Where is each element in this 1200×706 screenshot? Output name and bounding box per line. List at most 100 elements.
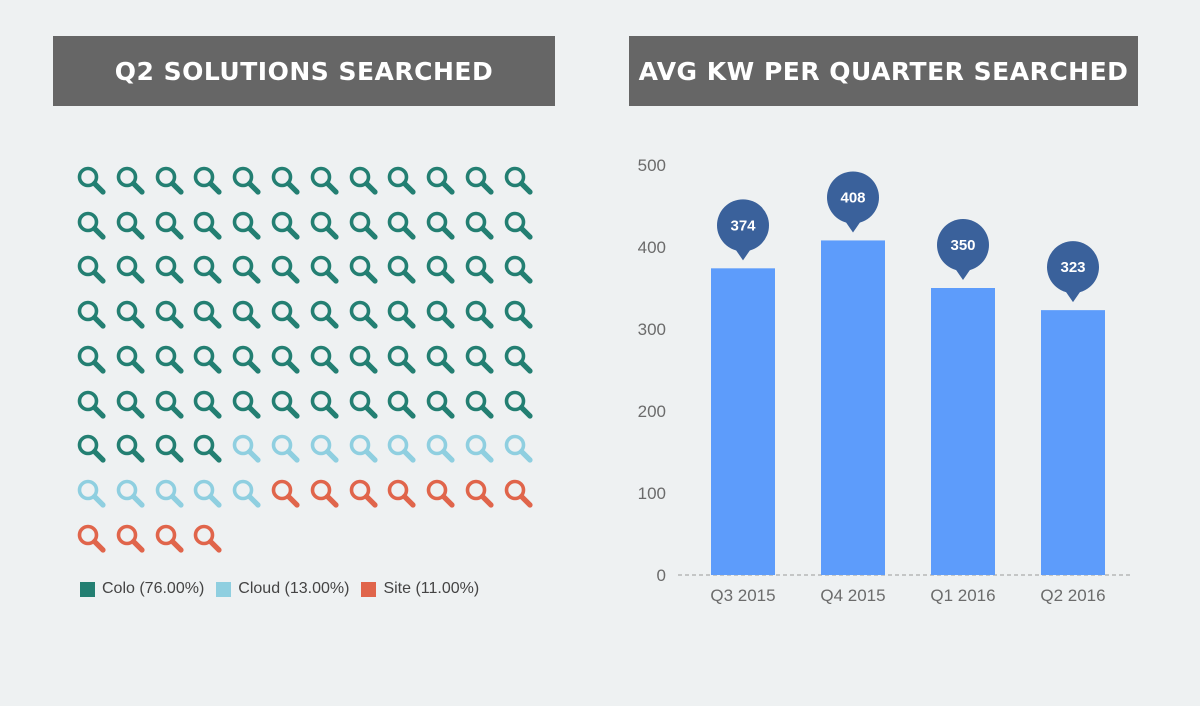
legend-item-colo: Colo (76.00%) — [80, 580, 204, 598]
magnifier-icon — [115, 254, 147, 286]
y-tick-label: 200 — [638, 402, 666, 421]
magnifier-icon — [425, 433, 457, 465]
magnifier-icon — [115, 165, 147, 197]
magnifier-icon — [348, 478, 380, 510]
magnifier-icon — [192, 254, 224, 286]
bar — [711, 268, 775, 575]
magnifier-icon — [386, 344, 418, 376]
magnifier-icon — [270, 478, 302, 510]
magnifier-icon — [425, 299, 457, 331]
magnifier-icon — [503, 389, 535, 421]
x-tick-label: Q3 2015 — [710, 586, 775, 605]
magnifier-icon — [309, 478, 341, 510]
magnifier-icon — [464, 299, 496, 331]
bar — [1041, 310, 1105, 575]
magnifier-icon — [425, 254, 457, 286]
bar-chart-title: AVG KW PER QUARTER SEARCHED — [629, 36, 1138, 106]
magnifier-icon — [115, 210, 147, 242]
magnifier-icon — [192, 299, 224, 331]
magnifier-icon — [192, 389, 224, 421]
magnifier-icon — [231, 389, 263, 421]
magnifier-icon — [154, 344, 186, 376]
bar — [931, 288, 995, 575]
magnifier-icon — [270, 389, 302, 421]
data-label-bubble: 374 — [717, 199, 769, 261]
magnifier-icon — [115, 478, 147, 510]
magnifier-icon — [115, 433, 147, 465]
magnifier-icon — [503, 478, 535, 510]
magnifier-icon — [231, 299, 263, 331]
magnifier-icon — [309, 299, 341, 331]
y-tick-label: 400 — [638, 238, 666, 257]
magnifier-icon — [76, 433, 108, 465]
magnifier-icon — [231, 344, 263, 376]
legend-label-colo: Colo (76.00%) — [102, 580, 205, 597]
magnifier-icon — [386, 210, 418, 242]
magnifier-icon — [231, 165, 263, 197]
magnifier-icon — [348, 165, 380, 197]
magnifier-icon — [76, 478, 108, 510]
magnifier-icon — [386, 389, 418, 421]
magnifier-icon — [386, 254, 418, 286]
data-label: 350 — [950, 237, 975, 254]
waffle-chart-title: Q2 SOLUTIONS SEARCHED — [53, 36, 555, 106]
x-tick-label: Q2 2016 — [1040, 586, 1105, 605]
data-label-bubble: 323 — [1047, 241, 1099, 303]
magnifier-icon — [386, 478, 418, 510]
magnifier-icon — [348, 254, 380, 286]
magnifier-icon — [425, 344, 457, 376]
magnifier-icon — [270, 165, 302, 197]
legend-swatch-colo — [80, 581, 95, 597]
magnifier-icon — [348, 389, 380, 421]
magnifier-icon — [270, 254, 302, 286]
magnifier-icon — [464, 344, 496, 376]
magnifier-icon — [154, 478, 186, 510]
magnifier-icon — [192, 210, 224, 242]
magnifier-icon — [115, 299, 147, 331]
magnifier-icon — [76, 165, 108, 197]
data-label: 408 — [840, 189, 865, 206]
magnifier-icon — [76, 389, 108, 421]
magnifier-icon — [386, 433, 418, 465]
magnifier-icon — [115, 344, 147, 376]
magnifier-icon — [425, 389, 457, 421]
magnifier-icon — [76, 344, 108, 376]
magnifier-icon — [192, 478, 224, 510]
magnifier-icon — [503, 433, 535, 465]
bubble-circle — [827, 171, 879, 224]
legend-label-site: Site (11.00%) — [383, 580, 480, 597]
magnifier-icon — [425, 165, 457, 197]
magnifier-icon — [425, 478, 457, 510]
magnifier-icon — [270, 210, 302, 242]
magnifier-icon — [115, 523, 147, 555]
magnifier-icon — [309, 165, 341, 197]
magnifier-icon — [154, 433, 186, 465]
legend-item-site: Site (11.00%) — [361, 580, 479, 598]
y-tick-label: 100 — [638, 484, 666, 503]
magnifier-icon — [76, 210, 108, 242]
magnifier-icon — [348, 299, 380, 331]
magnifier-icon — [386, 299, 418, 331]
magnifier-icon — [464, 478, 496, 510]
magnifier-icon — [309, 210, 341, 242]
legend-swatch-cloud — [216, 581, 232, 597]
magnifier-icon — [309, 344, 341, 376]
magnifier-icon — [192, 344, 224, 376]
legend-item-cloud: Cloud (13.00%) — [216, 580, 349, 598]
magnifier-icon — [309, 254, 341, 286]
magnifier-icon — [464, 165, 496, 197]
magnifier-icon — [464, 210, 496, 242]
bar — [821, 240, 885, 575]
magnifier-icon — [503, 210, 535, 242]
x-tick-label: Q4 2015 — [820, 586, 885, 605]
magnifier-icon — [270, 433, 302, 465]
legend-swatch-site — [361, 581, 377, 597]
magnifier-icon — [231, 478, 263, 510]
waffle-legend: Colo (76.00%) Cloud (13.00%) Site (11.00… — [80, 580, 479, 598]
magnifier-icon — [231, 433, 263, 465]
bubble-circle — [1047, 241, 1099, 294]
bar-chart: 0 100 200 300 400 500 Q3 2015 374 Q4 2015 408 Q1 2… — [638, 156, 1133, 605]
magnifier-icon — [154, 523, 186, 555]
y-tick-label: 300 — [638, 320, 666, 339]
magnifier-icon — [115, 389, 147, 421]
